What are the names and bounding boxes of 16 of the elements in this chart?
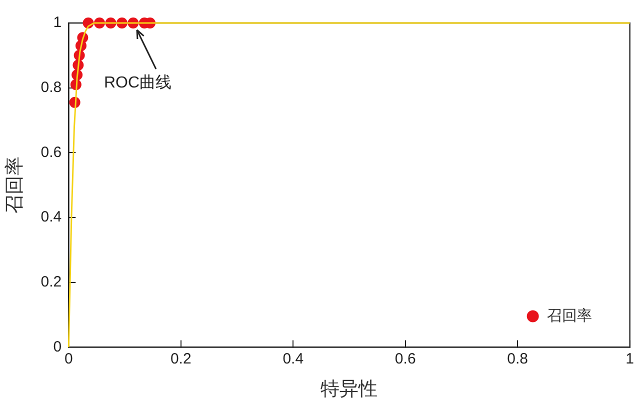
annotation: ROC曲线 (104, 73, 172, 92)
y-tick-label: 0.4 (40, 208, 62, 226)
y-tick-label: 0.2 (40, 274, 62, 290)
y-tick-label: 0.6 (40, 144, 62, 161)
x-tick-label: 0.4 (282, 350, 304, 368)
x-tick-label: 1 (626, 350, 634, 368)
y-axis-title: 召回率 (4, 156, 26, 214)
x-tick-label: 0.6 (394, 350, 416, 368)
x-axis-title: 特异性 (320, 378, 378, 400)
x-tick-label: 0.2 (170, 350, 192, 368)
x-tick-label: 0 (64, 350, 73, 368)
y-tick-label: 0 (53, 338, 62, 356)
legend-label: 召回率 (546, 307, 592, 324)
x-tick-label: 0.8 (507, 350, 528, 368)
y-tick-label: 1 (53, 14, 62, 32)
y-tick-label: 0.8 (40, 78, 62, 96)
